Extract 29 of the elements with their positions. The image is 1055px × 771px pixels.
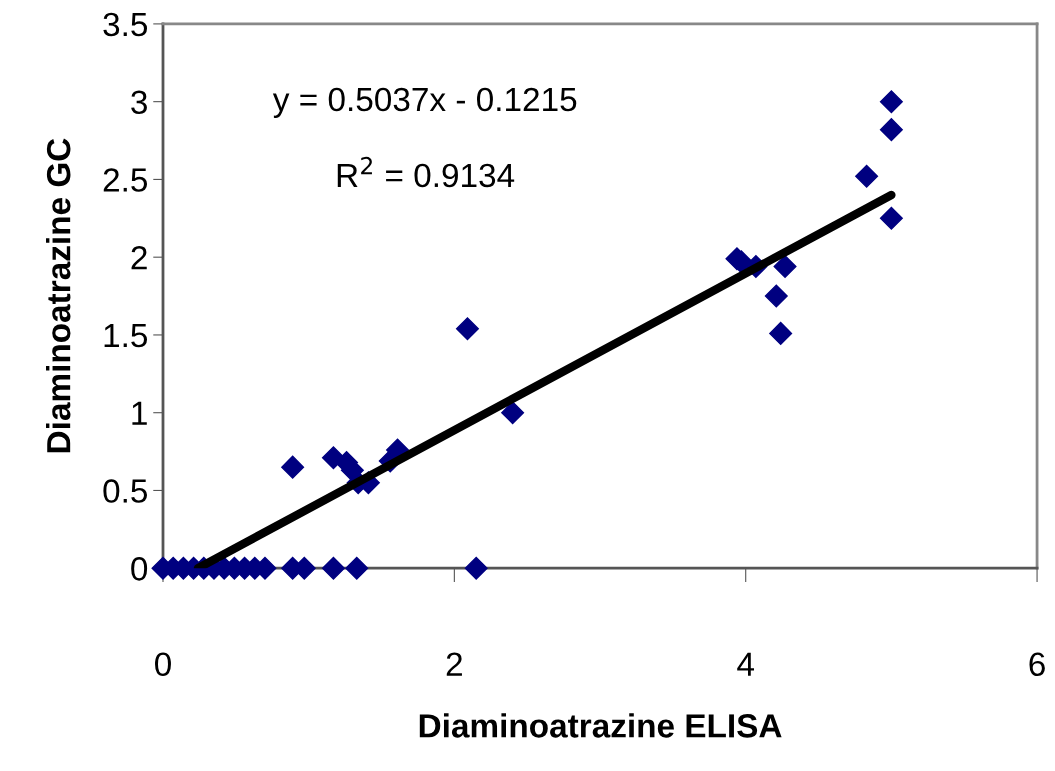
- x-tick-label: 2: [446, 652, 462, 676]
- x-tick-label: 4: [737, 652, 754, 676]
- point: [501, 401, 525, 425]
- annotation: R$^{2}$ = 0.9134: [337, 156, 515, 188]
- annotation: y = 0.5037x - 0.1215: [272, 87, 577, 118]
- point: [455, 317, 479, 341]
- y-tick-label: 1: [132, 401, 147, 425]
- point: [464, 556, 488, 580]
- point: [879, 118, 903, 142]
- point: [764, 284, 788, 308]
- y-axis-title: Diaminoatrazine GC: [46, 138, 71, 453]
- point: [281, 455, 305, 479]
- point: [345, 556, 369, 580]
- point: [855, 164, 879, 188]
- point: [769, 321, 793, 345]
- x-axis-title: Diaminoatrazine ELISA: [419, 713, 782, 738]
- y-tick-label: 1.5: [104, 324, 148, 348]
- point: [321, 556, 345, 580]
- y-tick-label: 2: [131, 245, 147, 270]
- y-tick-label: 3: [131, 90, 147, 115]
- point: [879, 206, 903, 230]
- point: [879, 90, 903, 114]
- y-tick-label: 2.5: [103, 168, 148, 192]
- y-tick-label: 3.5: [103, 12, 148, 37]
- x-tick-label: 0: [155, 652, 171, 677]
- y-tick-label: 0.5: [103, 479, 148, 503]
- point: [773, 255, 797, 279]
- x-tick-label: 6: [1029, 652, 1045, 677]
- y-tick-label: 0: [131, 557, 148, 581]
